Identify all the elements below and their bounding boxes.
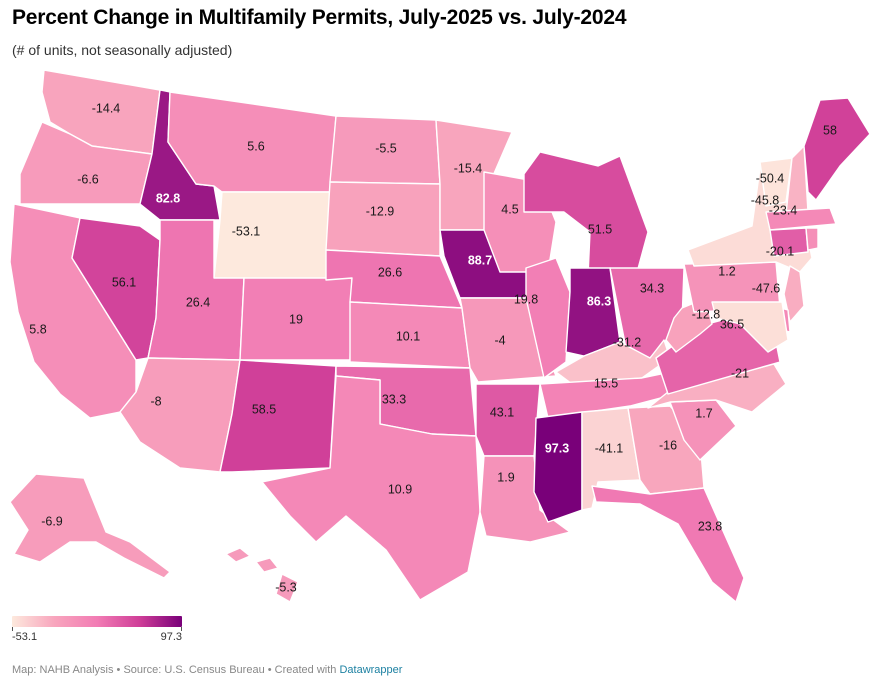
- legend-tick-max: [181, 627, 182, 631]
- state-nm[interactable]: [219, 359, 337, 473]
- state-label-ut: 26.4: [186, 295, 210, 309]
- state-label-sc: 1.7: [695, 406, 712, 420]
- state-nj[interactable]: [783, 265, 805, 323]
- legend-gradient-bar: [12, 616, 182, 627]
- chart-subtitle: (# of units, not seasonally adjusted): [12, 42, 233, 58]
- state-label-va: 36.5: [720, 317, 744, 331]
- state-label-wi: 4.5: [501, 202, 518, 216]
- state-label-ms: 97.3: [545, 441, 569, 455]
- state-fl[interactable]: [591, 485, 745, 603]
- state-label-nc: -21: [731, 366, 749, 380]
- state-label-ga: -16: [659, 438, 677, 452]
- state-ms[interactable]: [533, 411, 583, 523]
- state-hi[interactable]: [225, 547, 299, 603]
- state-label-oh: 34.3: [640, 281, 664, 295]
- state-label-co: 19: [289, 312, 303, 326]
- state-label-in: 86.3: [587, 294, 611, 308]
- state-label-nh: -23.4: [769, 203, 798, 217]
- state-label-fl: 23.8: [698, 519, 722, 533]
- state-sd[interactable]: [325, 181, 441, 257]
- state-label-tx: 10.9: [388, 482, 412, 496]
- legend-max-label: 97.3: [160, 631, 182, 643]
- state-tx[interactable]: [261, 375, 481, 601]
- state-label-hi: -5.3: [275, 580, 297, 594]
- chart-title: Percent Change in Multifamily Permits, J…: [12, 6, 627, 29]
- state-label-la: 1.9: [497, 470, 514, 484]
- state-label-nv: 56.1: [112, 275, 136, 289]
- source-footer: Map: NAHB Analysis • Source: U.S. Census…: [12, 664, 402, 676]
- state-label-ky: -31.2: [613, 335, 642, 349]
- state-vt[interactable]: [759, 157, 793, 207]
- state-label-nm: 58.5: [252, 402, 276, 416]
- state-label-az: -8: [150, 394, 161, 408]
- state-label-mt: 5.6: [247, 139, 264, 153]
- state-me[interactable]: [803, 97, 871, 201]
- state-label-wv: -12.8: [692, 307, 721, 321]
- state-nc[interactable]: [647, 363, 787, 413]
- state-label-ca: 5.8: [29, 322, 46, 336]
- legend-min-label: -53.1: [12, 631, 38, 643]
- state-label-mi: 51.5: [588, 222, 612, 236]
- state-label-ar: 43.1: [490, 405, 514, 419]
- state-shapes: [9, 69, 871, 603]
- state-label-ia: 88.7: [468, 253, 492, 267]
- state-label-vt: -50.4: [756, 171, 785, 185]
- state-label-al: -41.1: [595, 441, 624, 455]
- state-label-ks: 10.1: [396, 329, 420, 343]
- state-il[interactable]: [525, 257, 571, 379]
- state-label-id: 82.8: [156, 191, 180, 205]
- state-ri[interactable]: [805, 227, 819, 251]
- state-label-nd: -5.5: [375, 141, 397, 155]
- color-legend: -53.1 97.3: [12, 616, 182, 646]
- state-ct[interactable]: [769, 227, 809, 257]
- state-label-ak: -6.9: [41, 514, 63, 528]
- state-ak[interactable]: [9, 473, 171, 579]
- datawrapper-link[interactable]: Datawrapper: [339, 664, 403, 676]
- state-label-ne: 26.6: [378, 265, 402, 279]
- state-label-ny: -45.8: [751, 193, 780, 207]
- us-choropleth-map: -14.4 -6.6 5.8 82.8 56.1 5.6 -53.1 26.4 -8 19 58.5…: [0, 62, 874, 617]
- state-label-sd: -12.9: [366, 204, 395, 218]
- state-az[interactable]: [119, 357, 241, 473]
- legend-tick-min: [12, 627, 13, 631]
- state-label-wa: -14.4: [92, 101, 121, 115]
- state-label-or: -6.6: [77, 172, 99, 186]
- state-label-me: 58: [823, 123, 837, 137]
- state-label-md: -47.6: [752, 281, 781, 295]
- state-label-wy: -53.1: [232, 224, 261, 238]
- state-label-tn: 15.5: [594, 376, 618, 390]
- state-ar[interactable]: [475, 383, 541, 457]
- state-label-mn: -15.4: [454, 161, 483, 175]
- state-label-mo: -4: [494, 333, 505, 347]
- state-label-pa: 1.2: [718, 264, 735, 278]
- state-ma[interactable]: [765, 207, 837, 231]
- map-canvas: -14.4 -6.6 5.8 82.8 56.1 5.6 -53.1 26.4 -8 19 58.5…: [9, 69, 871, 603]
- footer-credit-text: Map: NAHB Analysis • Source: U.S. Census…: [12, 664, 340, 676]
- state-md[interactable]: [711, 301, 789, 353]
- state-label-nj: -20.1: [766, 244, 795, 258]
- state-label-ok: 33.3: [382, 392, 406, 406]
- state-label-il: 19.8: [514, 292, 538, 306]
- state-labels: -14.4 -6.6 5.8 82.8 56.1 5.6 -53.1 26.4 -8 19 58.5…: [29, 101, 837, 594]
